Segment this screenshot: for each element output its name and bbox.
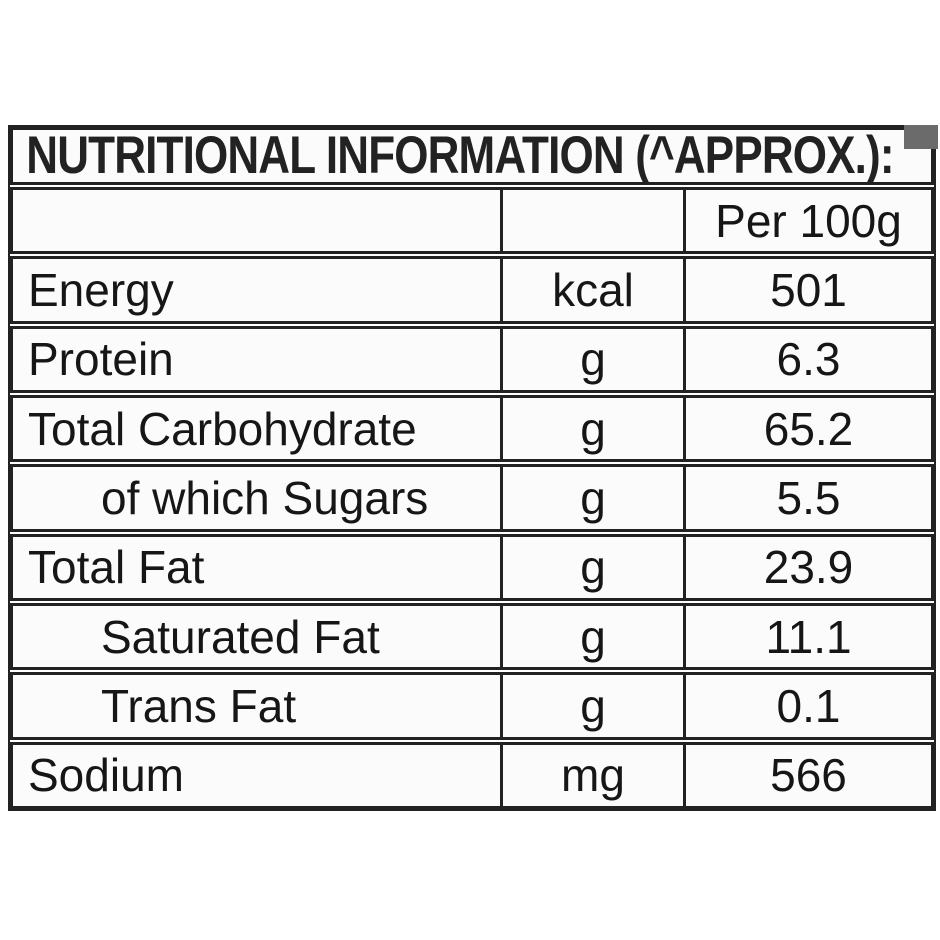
nutrient-value-cell: 6.3 [776,333,841,386]
nutrient-name-cell: Total Carbohydrate [28,402,417,455]
nutrient-value-cell: 65.2 [763,402,854,455]
nutrient-name-cell: Energy [28,263,174,316]
table-row: of which Sugars g 5.5 [10,464,934,532]
nutrition-table: NUTRITIONAL INFORMATION (^APPROX.): Per … [8,125,936,811]
nutrient-value-cell: 11.1 [765,610,852,663]
table-row: Trans Fat g 0.1 [10,672,934,740]
nutrient-value-cell: 23.9 [763,541,854,594]
nutrition-table-title: NUTRITIONAL INFORMATION (^APPROX.): [26,127,894,185]
nutrient-name-cell: Total Fat [28,541,205,594]
nutrient-name-cell: Trans Fat [101,679,297,732]
header-unit-cell [500,190,686,252]
nutrient-name-cell: of which Sugars [101,471,429,524]
nutrient-name-cell: Protein [28,333,174,386]
nutrient-name-cell: Saturated Fat [101,610,380,663]
nutrient-value-cell: 5.5 [776,471,841,524]
table-row: Energy kcal 501 [10,256,934,324]
nutrient-unit-cell: g [500,675,686,737]
table-row: Protein g 6.3 [10,325,934,393]
nutrient-unit-cell: g [500,467,686,529]
table-row: Saturated Fat g 11.1 [10,602,934,671]
header-per-100g-cell: Per 100g [715,194,902,247]
nutrient-unit-cell: g [500,605,686,668]
nutrient-unit-cell: mg [500,744,686,806]
nutrient-name-cell: Sodium [28,749,184,802]
nutrient-unit-cell: g [500,328,686,390]
nutrient-value-cell: 501 [770,263,847,316]
nutrient-value-cell: 566 [770,749,847,802]
table-row: Sodium mg 566 [10,741,934,809]
nutrient-unit-cell: g [500,536,686,598]
header-label-cell [13,190,500,251]
nutrition-table-title-row: NUTRITIONAL INFORMATION (^APPROX.): [10,127,934,185]
nutrient-unit-cell: g [500,397,686,460]
corner-decoration-square [904,125,938,149]
table-row: Total Fat g 23.9 [10,533,934,601]
table-row: Total Carbohydrate g 65.2 [10,394,934,463]
table-header-row: Per 100g [10,187,934,255]
nutrient-unit-cell: kcal [500,259,686,321]
nutrient-value-cell: 0.1 [776,679,841,732]
